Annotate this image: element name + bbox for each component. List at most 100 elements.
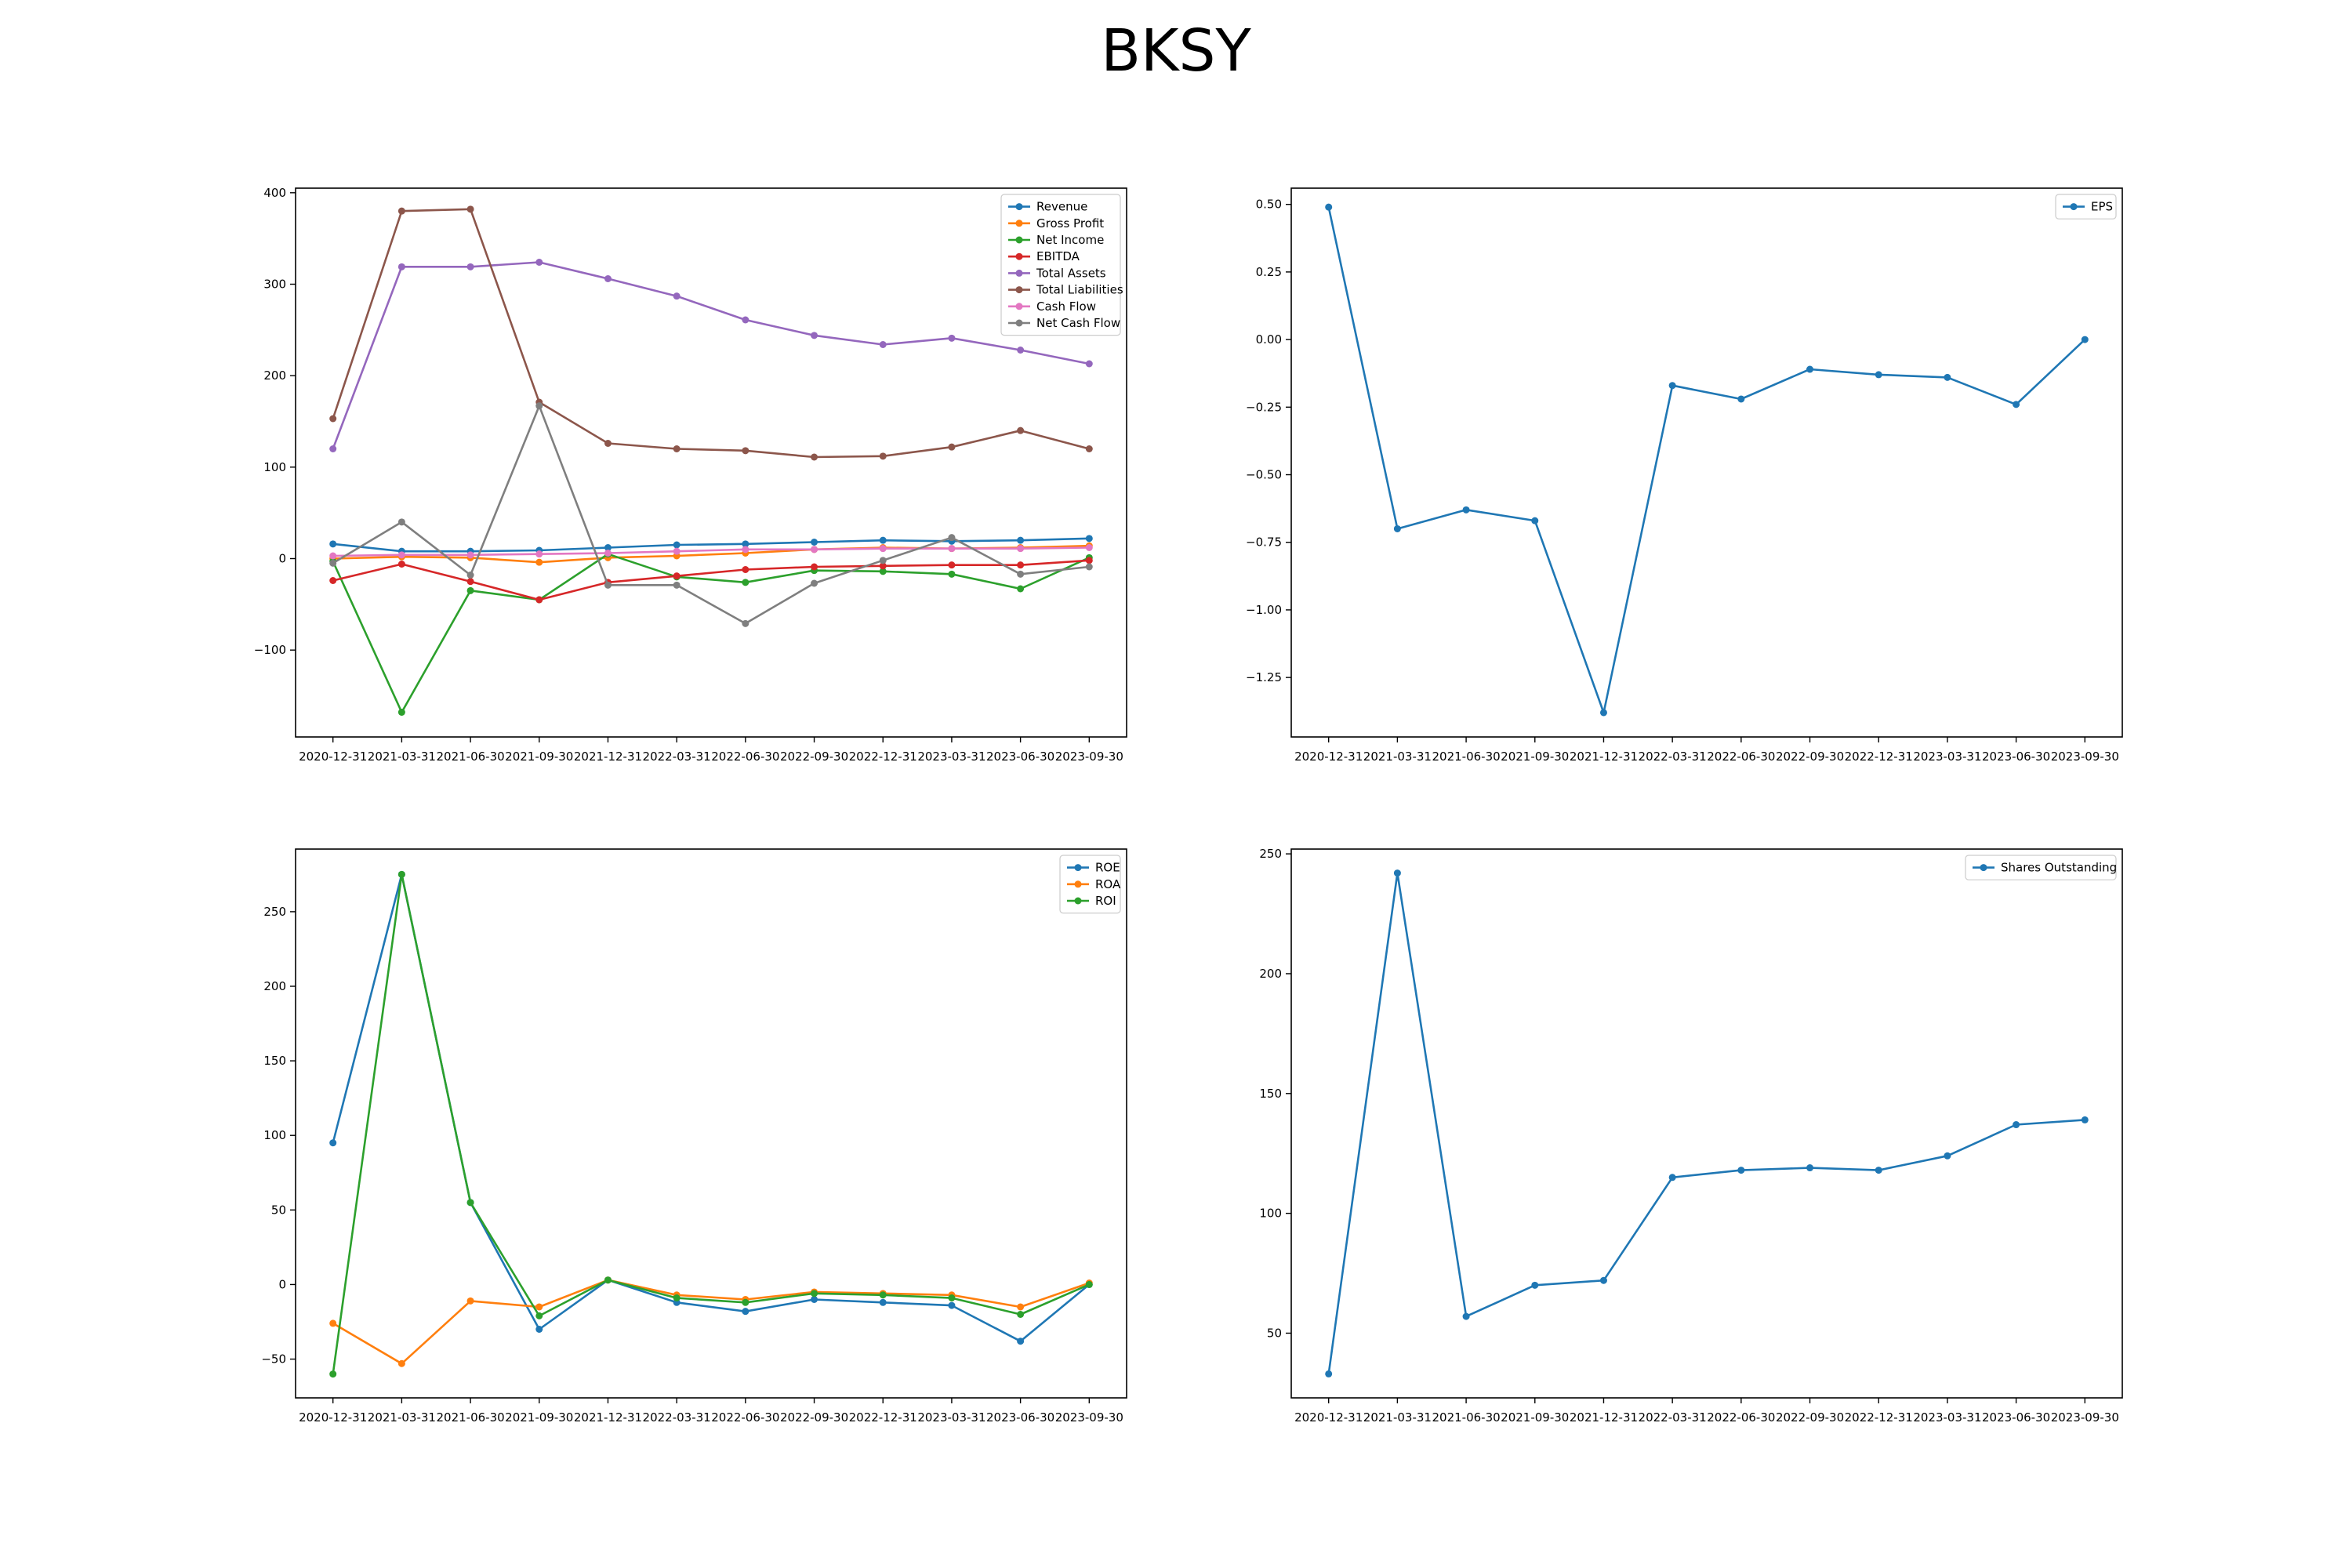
x-tick-label: 2023-09-30 bbox=[2051, 1410, 2119, 1425]
x-tick-label: 2022-03-31 bbox=[1639, 1410, 1707, 1425]
x-tick-label: 2022-06-30 bbox=[1707, 750, 1775, 764]
data-point-revenue bbox=[604, 544, 612, 551]
data-point-cash-flow bbox=[811, 546, 818, 554]
y-tick-label: 150 bbox=[263, 1054, 286, 1068]
x-tick-label: 2023-06-30 bbox=[1982, 1410, 2050, 1425]
data-point-net-cash-flow bbox=[811, 579, 818, 587]
data-point-shares-outstanding bbox=[2013, 1121, 2020, 1129]
legend-box bbox=[1000, 194, 1121, 336]
data-point-roi bbox=[879, 1291, 887, 1299]
data-point-eps bbox=[1393, 524, 1401, 532]
data-point-roi bbox=[811, 1290, 818, 1298]
x-tick-label: 2022-12-31 bbox=[849, 1410, 917, 1425]
data-point-total-liabilities bbox=[1017, 426, 1025, 434]
data-point-shares-outstanding bbox=[1599, 1276, 1607, 1284]
data-point-ebitda bbox=[742, 566, 750, 573]
series-line-ebitda bbox=[332, 559, 1090, 601]
data-point-roi bbox=[1017, 1310, 1025, 1318]
y-tick-label: 0 bbox=[278, 1277, 286, 1291]
y-tick-label: 300 bbox=[263, 278, 286, 292]
data-point-eps bbox=[1325, 203, 1333, 211]
x-tick-label: 2022-09-30 bbox=[1776, 1410, 1844, 1425]
legend-label: ROI bbox=[1095, 894, 1116, 908]
legend: Shares Outstanding bbox=[1965, 855, 2117, 880]
data-point-net-income bbox=[397, 709, 405, 716]
data-point-eps bbox=[1944, 373, 1951, 381]
data-point-net-cash-flow bbox=[466, 572, 474, 579]
y-tick-label: 100 bbox=[263, 460, 286, 474]
data-point-revenue bbox=[673, 541, 681, 549]
series-line-total-assets bbox=[332, 261, 1090, 449]
y-tick-label: −1.25 bbox=[1246, 670, 1282, 684]
data-point-total-liabilities bbox=[604, 440, 612, 447]
y-tick-label: −100 bbox=[254, 643, 286, 657]
x-tick-label: 2022-06-30 bbox=[711, 1410, 779, 1425]
data-point-total-assets bbox=[879, 341, 887, 348]
data-point-roi bbox=[397, 870, 405, 878]
x-tick-label: 2020-12-31 bbox=[1294, 750, 1363, 764]
y-tick-label: −50 bbox=[261, 1352, 286, 1367]
legend-marker bbox=[1074, 897, 1082, 905]
data-point-eps bbox=[1875, 371, 1882, 379]
y-tick-label: −0.50 bbox=[1246, 468, 1282, 482]
x-tick-label: 2022-12-31 bbox=[1845, 1410, 1913, 1425]
legend-label: Net Cash Flow bbox=[1036, 316, 1120, 330]
data-point-eps bbox=[2013, 401, 2020, 408]
series-line-shares-outstanding bbox=[1327, 872, 2085, 1374]
x-tick-label: 2020-12-31 bbox=[299, 750, 367, 764]
data-point-ebitda bbox=[1017, 561, 1025, 569]
figure-title: BKSY bbox=[1101, 17, 1251, 85]
x-tick-label: 2021-03-31 bbox=[1363, 750, 1432, 764]
data-point-total-liabilities bbox=[948, 443, 956, 451]
series-line-roi bbox=[332, 873, 1090, 1374]
data-point-total-assets bbox=[1085, 360, 1093, 368]
data-point-roe bbox=[811, 1295, 818, 1303]
data-point-total-assets bbox=[1017, 347, 1025, 354]
x-tick-label: 2021-12-31 bbox=[574, 750, 642, 764]
data-point-net-cash-flow bbox=[673, 581, 681, 589]
data-point-eps bbox=[1806, 365, 1814, 373]
y-tick-label: 200 bbox=[263, 979, 286, 993]
data-point-cash-flow bbox=[466, 551, 474, 559]
legend-marker bbox=[1015, 236, 1023, 244]
x-tick-label: 2023-03-31 bbox=[917, 1410, 985, 1425]
data-point-revenue bbox=[811, 539, 818, 546]
y-tick-label: 0 bbox=[278, 552, 286, 566]
legend-marker bbox=[1015, 220, 1023, 227]
y-tick-label: 0.25 bbox=[1256, 265, 1282, 279]
chart-eps: 2020-12-31 2021-03-31 2021-06-30 2021-09-30… bbox=[1246, 187, 2123, 764]
data-point-revenue bbox=[742, 540, 750, 548]
legend: Revenue Gross Profit Net Income EBITDA Total… bbox=[1000, 194, 1123, 336]
data-point-total-assets bbox=[811, 332, 818, 339]
data-point-roa bbox=[1017, 1303, 1025, 1311]
plot-area bbox=[1290, 848, 2123, 1399]
series-line-roa bbox=[332, 1279, 1090, 1365]
legend-label: ROA bbox=[1095, 877, 1121, 891]
y-tick-label: 400 bbox=[263, 186, 286, 200]
data-point-net-cash-flow bbox=[1017, 570, 1025, 578]
data-point-cash-flow bbox=[397, 551, 405, 559]
data-point-roi bbox=[742, 1298, 750, 1306]
y-tick-label: 250 bbox=[1259, 847, 1282, 861]
data-point-roi bbox=[604, 1276, 612, 1284]
legend-label: Total Liabilities bbox=[1036, 283, 1123, 297]
legend-label: Shares Outstanding bbox=[2001, 861, 2117, 875]
legend: EPS bbox=[2055, 194, 2117, 220]
data-point-roi bbox=[535, 1312, 543, 1319]
y-tick-label: 0.50 bbox=[1256, 198, 1282, 212]
x-tick-label: 2023-06-30 bbox=[1982, 750, 2050, 764]
data-point-ebitda bbox=[397, 561, 405, 568]
legend-box bbox=[1965, 855, 2117, 880]
x-tick-label: 2020-12-31 bbox=[299, 1410, 367, 1425]
series-line-roe bbox=[332, 873, 1091, 1342]
x-tick-label: 2022-03-31 bbox=[643, 1410, 711, 1425]
x-tick-label: 2021-03-31 bbox=[1363, 1410, 1432, 1425]
data-point-total-liabilities bbox=[466, 205, 474, 213]
series-line-net-income bbox=[332, 553, 1090, 713]
x-tick-label: 2022-12-31 bbox=[849, 750, 917, 764]
x-tick-label: 2021-09-30 bbox=[505, 1410, 573, 1425]
legend-marker bbox=[1015, 286, 1023, 294]
data-point-total-assets bbox=[673, 292, 681, 300]
x-tick-label: 2021-12-31 bbox=[1570, 750, 1638, 764]
